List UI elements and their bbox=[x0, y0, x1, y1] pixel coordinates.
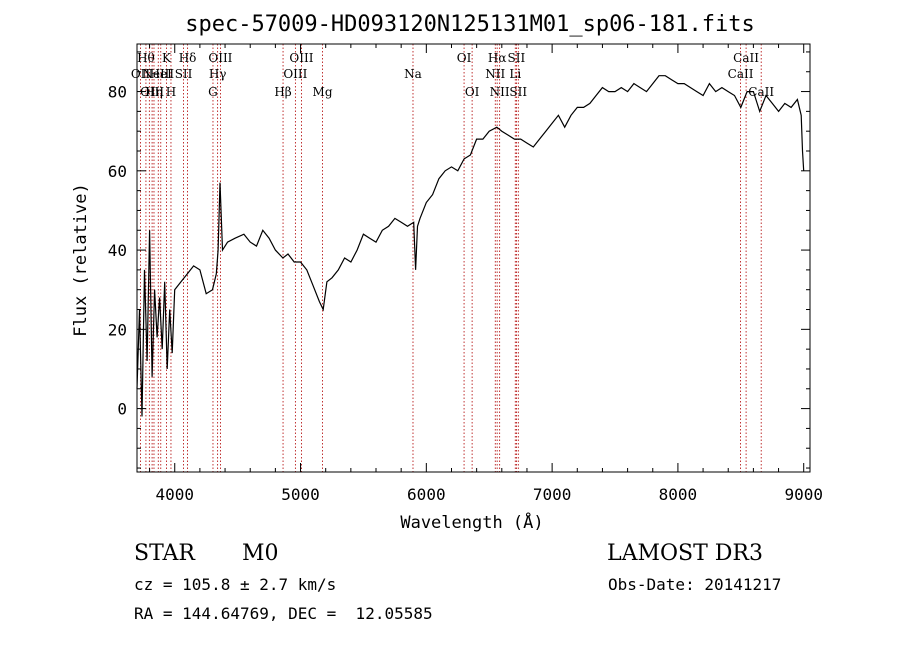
spectral-line-label: K bbox=[162, 51, 172, 65]
y-tick-label: 60 bbox=[108, 162, 127, 181]
x-tick-label: 9000 bbox=[784, 485, 823, 504]
y-axis-label: Flux (relative) bbox=[71, 183, 91, 337]
spectral-line-label: NII bbox=[490, 85, 510, 99]
flux-series-line bbox=[136, 75, 805, 417]
spectral-line-label: SII bbox=[509, 85, 527, 99]
sky-coordinates: RA = 144.64769, DEC = 12.05585 bbox=[134, 604, 433, 623]
y-tick-label: 20 bbox=[108, 320, 127, 339]
x-tick-label: 4000 bbox=[155, 485, 194, 504]
y-axis: 0 20 40 60 80 bbox=[108, 51, 810, 469]
spectral-line-label: Hβ bbox=[274, 85, 291, 99]
x-tick-label: 6000 bbox=[407, 485, 446, 504]
plot-frame bbox=[136, 43, 811, 473]
y-tick-label: 0 bbox=[117, 400, 127, 419]
spectral-line-label: CaII bbox=[728, 67, 754, 81]
spectral-line-label: OI bbox=[465, 85, 480, 99]
spectral-line-label: Hγ bbox=[209, 67, 227, 81]
x-axis: 4000 5000 6000 7000 8000 9000 bbox=[149, 44, 823, 504]
spectral-line-label: Na bbox=[404, 67, 422, 81]
y-tick-label: 40 bbox=[108, 241, 127, 260]
spectral-line-labels: OIIHθOIIIHηNeIIIHeIKHSIIHδGHγOIIIHβOIIIO… bbox=[131, 51, 774, 99]
spectral-line-label: Hα bbox=[488, 51, 507, 65]
spectral-line-label: Mg bbox=[313, 85, 333, 99]
spectral-line-label: OI bbox=[457, 51, 472, 65]
survey-name: LAMOST DR3 bbox=[607, 541, 763, 566]
x-tick-label: 5000 bbox=[281, 485, 320, 504]
redshift-cz: cz = 105.8 ± 2.7 km/s bbox=[134, 575, 337, 594]
spectral-line-label: G bbox=[208, 85, 218, 99]
x-axis-label: Wavelength (Å) bbox=[400, 511, 543, 533]
spectral-lines-layer bbox=[140, 44, 762, 472]
spectral-line-label: OIII bbox=[208, 51, 232, 65]
spectral-line-label: OIII bbox=[283, 67, 307, 81]
spectral-line-label: Hη bbox=[145, 85, 163, 99]
spectral-line-label: OII bbox=[131, 67, 151, 81]
spectral-line-label: HeI bbox=[150, 67, 173, 81]
observation-date: Obs-Date: 20141217 bbox=[608, 575, 782, 594]
spectral-line-label: CaII bbox=[733, 51, 759, 65]
spectral-line-label: SII bbox=[175, 67, 193, 81]
spectral-line-label: Li bbox=[509, 67, 521, 81]
chart-title: spec-57009-HD093120N125131M01_sp06-181.f… bbox=[185, 12, 755, 37]
spectral-line-label: Hθ bbox=[137, 51, 155, 65]
x-tick-label: 8000 bbox=[659, 485, 698, 504]
x-tick-label: 7000 bbox=[533, 485, 572, 504]
spectral-line-label: OIII bbox=[289, 51, 313, 65]
spectral-line-label: H bbox=[166, 85, 176, 99]
object-class: STAR bbox=[134, 541, 195, 566]
spectral-line-label: Hδ bbox=[179, 51, 197, 65]
spectral-line-label: NeIII bbox=[142, 67, 174, 81]
object-subclass: M0 bbox=[242, 541, 279, 566]
spectral-line-label: SII bbox=[508, 51, 526, 65]
spectral-line-label: OIII bbox=[140, 85, 164, 99]
spectral-line-label: NII bbox=[485, 67, 505, 81]
y-tick-label: 80 bbox=[108, 83, 127, 102]
